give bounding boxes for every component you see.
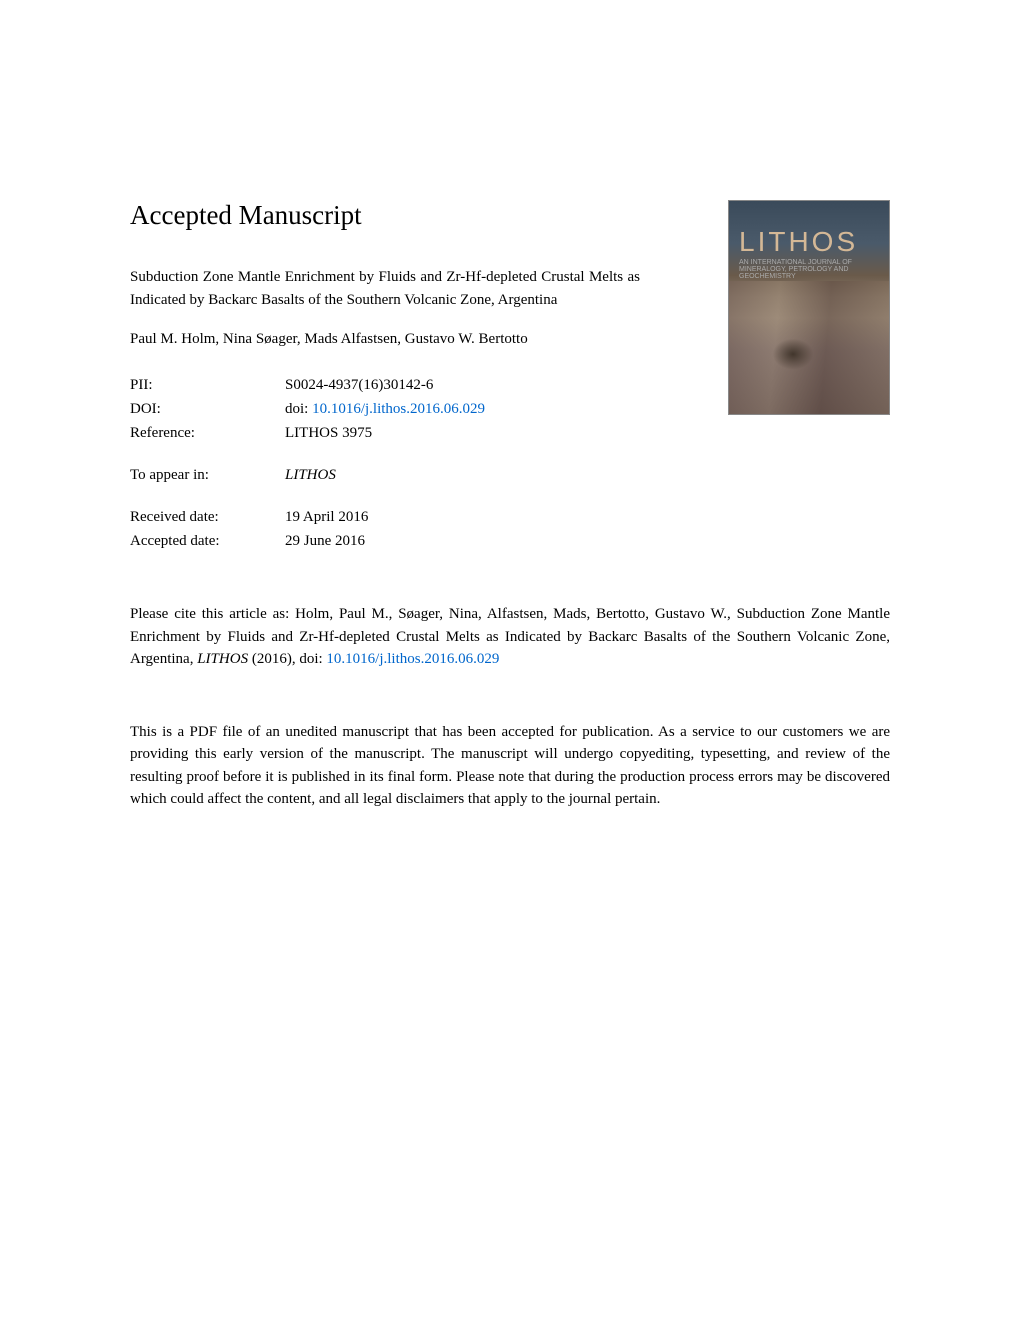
doi-link[interactable]: 10.1016/j.lithos.2016.06.029 bbox=[312, 401, 485, 417]
pii-label: PII: bbox=[130, 373, 285, 397]
journal-cover-image: LITHOS AN INTERNATIONAL JOURNAL OF MINER… bbox=[728, 200, 890, 415]
article-title: Subduction Zone Mantle Enrichment by Flu… bbox=[130, 266, 640, 311]
accepted-value: 29 June 2016 bbox=[285, 529, 890, 553]
citation-text-middle: (2016), doi: bbox=[248, 651, 326, 667]
received-value: 19 April 2016 bbox=[285, 505, 890, 529]
citation-journal-name: LITHOS bbox=[197, 651, 248, 667]
reference-label: Reference: bbox=[130, 421, 285, 445]
doi-prefix: doi: bbox=[285, 401, 312, 417]
appear-label: To appear in: bbox=[130, 463, 285, 487]
citation-paragraph: Please cite this article as: Holm, Paul … bbox=[130, 603, 890, 671]
reference-value: LITHOS 3975 bbox=[285, 421, 890, 445]
received-row: Received date: 19 April 2016 bbox=[130, 505, 890, 529]
appear-value: LITHOS bbox=[285, 463, 890, 487]
disclaimer-paragraph: This is a PDF file of an unedited manusc… bbox=[130, 721, 890, 811]
cover-texture bbox=[729, 281, 889, 414]
reference-row: Reference: LITHOS 3975 bbox=[130, 421, 890, 445]
appear-row: To appear in: LITHOS bbox=[130, 463, 890, 487]
accepted-label: Accepted date: bbox=[130, 529, 285, 553]
received-label: Received date: bbox=[130, 505, 285, 529]
metadata-block-dates: Received date: 19 April 2016 Accepted da… bbox=[130, 505, 890, 553]
header-section: LITHOS AN INTERNATIONAL JOURNAL OF MINER… bbox=[130, 200, 890, 553]
doi-label: DOI: bbox=[130, 397, 285, 421]
citation-doi-link[interactable]: 10.1016/j.lithos.2016.06.029 bbox=[326, 651, 499, 667]
metadata-block-appear: To appear in: LITHOS bbox=[130, 463, 890, 487]
cover-journal-name: LITHOS bbox=[739, 226, 879, 258]
accepted-row: Accepted date: 29 June 2016 bbox=[130, 529, 890, 553]
cover-journal-subtitle: AN INTERNATIONAL JOURNAL OF MINERALOGY, … bbox=[739, 259, 879, 280]
